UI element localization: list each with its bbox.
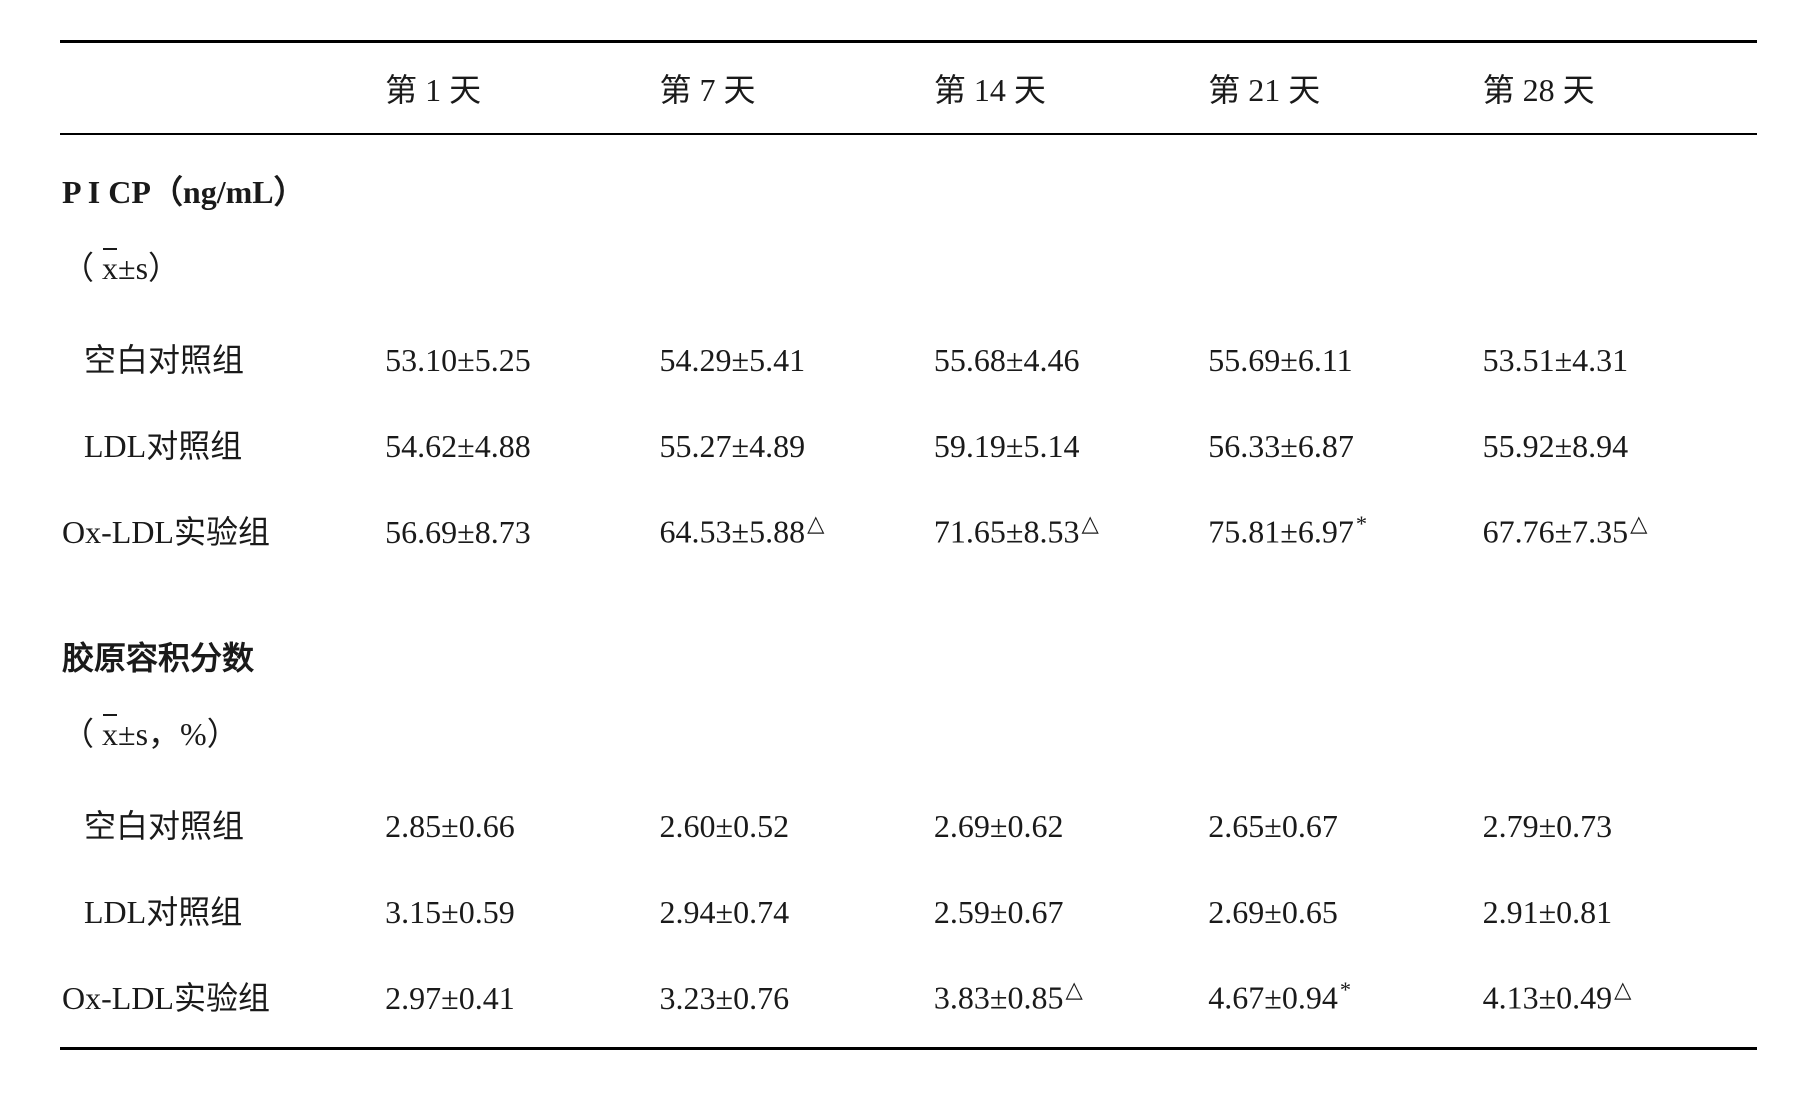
table-body: P I CP（ng/mL）（ x±s）空白对照组53.10±5.2554.29±…	[60, 134, 1757, 1049]
data-cell: 2.94±0.74	[660, 867, 934, 953]
section-title-row: P I CP（ng/mL）	[60, 134, 1757, 233]
data-cell: 2.85±0.66	[385, 781, 659, 867]
data-cell: 55.92±8.94	[1483, 401, 1757, 487]
table-row: 空白对照组53.10±5.2554.29±5.4155.68±4.4655.69…	[60, 315, 1757, 401]
data-cell: 54.29±5.41	[660, 315, 934, 401]
data-cell: 55.27±4.89	[660, 401, 934, 487]
data-cell: 2.65±0.67	[1208, 781, 1482, 867]
significance-mark: △	[1614, 977, 1631, 1002]
data-cell: 3.23±0.76	[660, 953, 934, 1049]
data-cell: 2.69±0.65	[1208, 867, 1482, 953]
table-row: LDL对照组54.62±4.8855.27±4.8959.19±5.1456.3…	[60, 401, 1757, 487]
data-cell: 2.59±0.67	[934, 867, 1208, 953]
data-cell: 55.68±4.46	[934, 315, 1208, 401]
table-row: LDL对照组3.15±0.592.94±0.742.59±0.672.69±0.…	[60, 867, 1757, 953]
row-label: Ox-LDL实验组	[60, 953, 385, 1049]
data-cell: 4.67±0.94*	[1208, 953, 1482, 1049]
data-cell: 55.69±6.11	[1208, 315, 1482, 401]
table-header-row: 第 1 天 第 7 天 第 14 天 第 21 天 第 28 天	[60, 42, 1757, 135]
data-cell: 56.69±8.73	[385, 487, 659, 573]
data-cell: 4.13±0.49△	[1483, 953, 1757, 1049]
data-cell: 54.62±4.88	[385, 401, 659, 487]
table-row: Ox-LDL实验组2.97±0.413.23±0.763.83±0.85△4.6…	[60, 953, 1757, 1049]
significance-mark: *	[1340, 977, 1351, 1002]
section-subtitle: （ x±s，%）	[60, 699, 1757, 781]
data-cell: 67.76±7.35△	[1483, 487, 1757, 573]
row-label: LDL对照组	[60, 401, 385, 487]
section-subtitle-row: （ x±s，%）	[60, 699, 1757, 781]
col-header: 第 7 天	[660, 42, 934, 135]
data-cell: 75.81±6.97*	[1208, 487, 1482, 573]
significance-mark: △	[1081, 511, 1098, 536]
data-table: 第 1 天 第 7 天 第 14 天 第 21 天 第 28 天 P I CP（…	[60, 40, 1757, 1050]
data-cell: 2.69±0.62	[934, 781, 1208, 867]
section-subtitle-row: （ x±s）	[60, 233, 1757, 315]
row-label: 空白对照组	[60, 315, 385, 401]
data-cell: 64.53±5.88△	[660, 487, 934, 573]
table-row: 空白对照组2.85±0.662.60±0.522.69±0.622.65±0.6…	[60, 781, 1757, 867]
section-spacer	[60, 573, 1757, 601]
row-label: LDL对照组	[60, 867, 385, 953]
data-cell: 2.97±0.41	[385, 953, 659, 1049]
section-subtitle: （ x±s）	[60, 233, 1757, 315]
section-title: P I CP（ng/mL）	[60, 134, 1757, 233]
col-header: 第 1 天	[385, 42, 659, 135]
section-title-row: 胶原容积分数	[60, 601, 1757, 699]
data-cell: 2.60±0.52	[660, 781, 934, 867]
section-title: 胶原容积分数	[60, 601, 1757, 699]
col-header: 第 28 天	[1483, 42, 1757, 135]
significance-mark: △	[1630, 511, 1647, 536]
data-cell: 56.33±6.87	[1208, 401, 1482, 487]
data-cell: 59.19±5.14	[934, 401, 1208, 487]
data-cell: 3.15±0.59	[385, 867, 659, 953]
row-label: 空白对照组	[60, 781, 385, 867]
col-header: 第 14 天	[934, 42, 1208, 135]
col-header	[60, 42, 385, 135]
row-label: Ox-LDL实验组	[60, 487, 385, 573]
data-cell: 53.10±5.25	[385, 315, 659, 401]
table-row: Ox-LDL实验组56.69±8.7364.53±5.88△71.65±8.53…	[60, 487, 1757, 573]
significance-mark: △	[807, 511, 824, 536]
data-cell: 53.51±4.31	[1483, 315, 1757, 401]
col-header: 第 21 天	[1208, 42, 1482, 135]
data-cell: 2.91±0.81	[1483, 867, 1757, 953]
significance-mark: *	[1356, 511, 1367, 536]
data-cell: 3.83±0.85△	[934, 953, 1208, 1049]
significance-mark: △	[1065, 977, 1082, 1002]
data-cell: 71.65±8.53△	[934, 487, 1208, 573]
data-cell: 2.79±0.73	[1483, 781, 1757, 867]
